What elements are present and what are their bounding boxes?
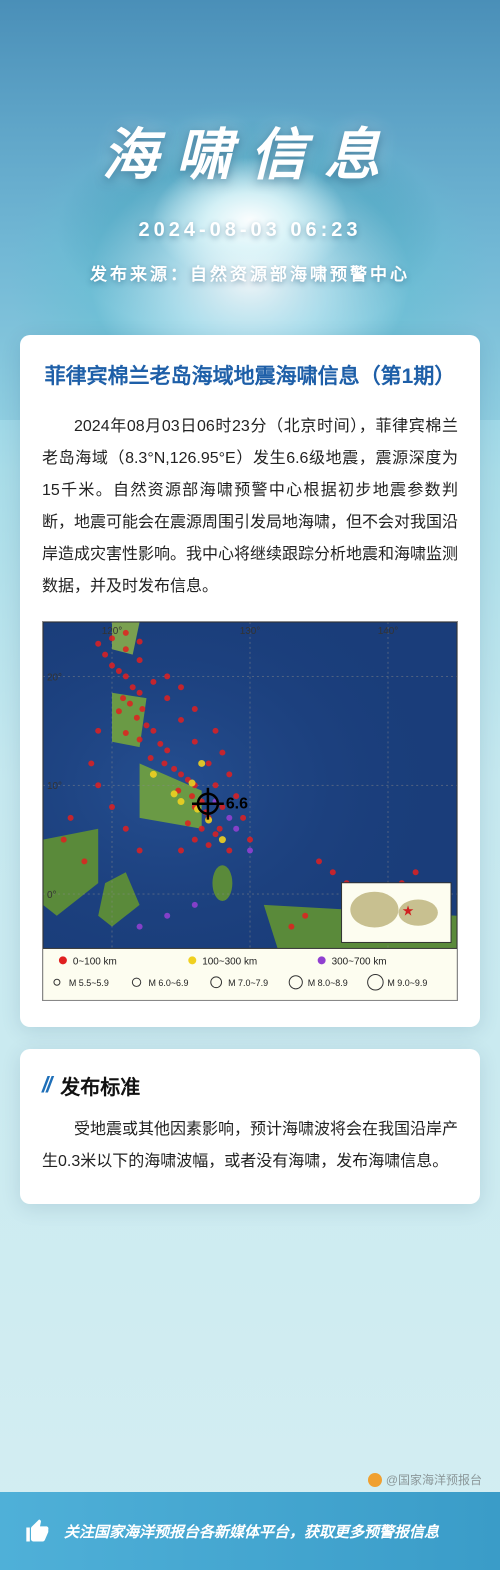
svg-text:120°: 120° (102, 625, 123, 636)
article-title: 菲律宾棉兰老岛海域地震海啸信息（第1期） (42, 361, 458, 393)
publish-datetime: 2024-08-03 06:23 (0, 219, 500, 242)
svg-text:M 5.5~5.9: M 5.5~5.9 (69, 978, 109, 988)
svg-text:10°: 10° (47, 781, 62, 792)
header-marks-icon: // (42, 1072, 50, 1098)
svg-text:M 7.0~7.9: M 7.0~7.9 (228, 978, 268, 988)
svg-text:M 9.0~9.9: M 9.0~9.9 (387, 978, 427, 988)
watermark: @国家海洋预报台 (368, 1471, 482, 1488)
svg-text:20°: 20° (47, 672, 62, 683)
svg-text:0°: 0° (47, 889, 57, 900)
standard-title: 发布标准 (60, 1071, 140, 1100)
seismicity-map: 120° 130° 140° 0° 10° 20° 6.6 ★ 0~100 km 100~300 … (42, 621, 458, 1001)
standard-card: // 发布标准 受地震或其他因素影响，预计海啸波将会在我国沿岸产生0.3米以下的… (20, 1049, 480, 1204)
watermark-icon (368, 1473, 382, 1487)
svg-text:★: ★ (402, 902, 414, 918)
publish-source: 发布来源：自然资源部海啸预警中心 (0, 260, 500, 285)
svg-text:140°: 140° (378, 625, 399, 636)
svg-text:6.6: 6.6 (226, 795, 248, 812)
standard-body: 受地震或其他因素影响，预计海啸波将会在我国沿岸产生0.3米以下的海啸波幅，或者没… (42, 1114, 458, 1178)
svg-text:130°: 130° (240, 625, 261, 636)
svg-text:0~100 km: 0~100 km (73, 956, 117, 967)
page-title: 海啸信息 (0, 110, 500, 191)
header: 海啸信息 2024-08-03 06:23 发布来源：自然资源部海啸预警中心 (0, 0, 500, 285)
footer-text: 关注国家海洋预报台各新媒体平台，获取更多预警报信息 (64, 1521, 439, 1542)
footer-bar: 关注国家海洋预报台各新媒体平台，获取更多预警报信息 (0, 1492, 500, 1570)
watermark-text: @国家海洋预报台 (386, 1471, 482, 1488)
map-svg: 120° 130° 140° 0° 10° 20° 6.6 ★ 0~100 km 100~300 … (43, 622, 457, 1000)
thumbs-up-icon (24, 1517, 52, 1545)
section-header: // 发布标准 (42, 1071, 458, 1100)
svg-text:M 8.0~8.9: M 8.0~8.9 (308, 978, 348, 988)
article-body: 2024年08月03日06时23分（北京时间），菲律宾棉兰老岛海域（8.3°N,… (42, 411, 458, 603)
svg-text:100~300 km: 100~300 km (202, 956, 257, 967)
article-card: 菲律宾棉兰老岛海域地震海啸信息（第1期） 2024年08月03日06时23分（北… (20, 335, 480, 1027)
svg-text:300~700 km: 300~700 km (332, 956, 387, 967)
svg-text:M 6.0~6.9: M 6.0~6.9 (148, 978, 188, 988)
